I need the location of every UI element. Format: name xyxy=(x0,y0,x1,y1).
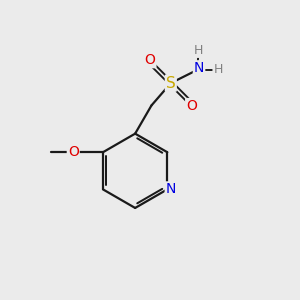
Text: O: O xyxy=(145,53,155,67)
Text: O: O xyxy=(68,145,79,159)
Text: H: H xyxy=(194,44,203,57)
Text: O: O xyxy=(186,99,197,113)
Text: N: N xyxy=(166,182,176,197)
Text: N: N xyxy=(194,61,204,75)
Text: H: H xyxy=(214,63,223,76)
Text: S: S xyxy=(166,76,176,91)
